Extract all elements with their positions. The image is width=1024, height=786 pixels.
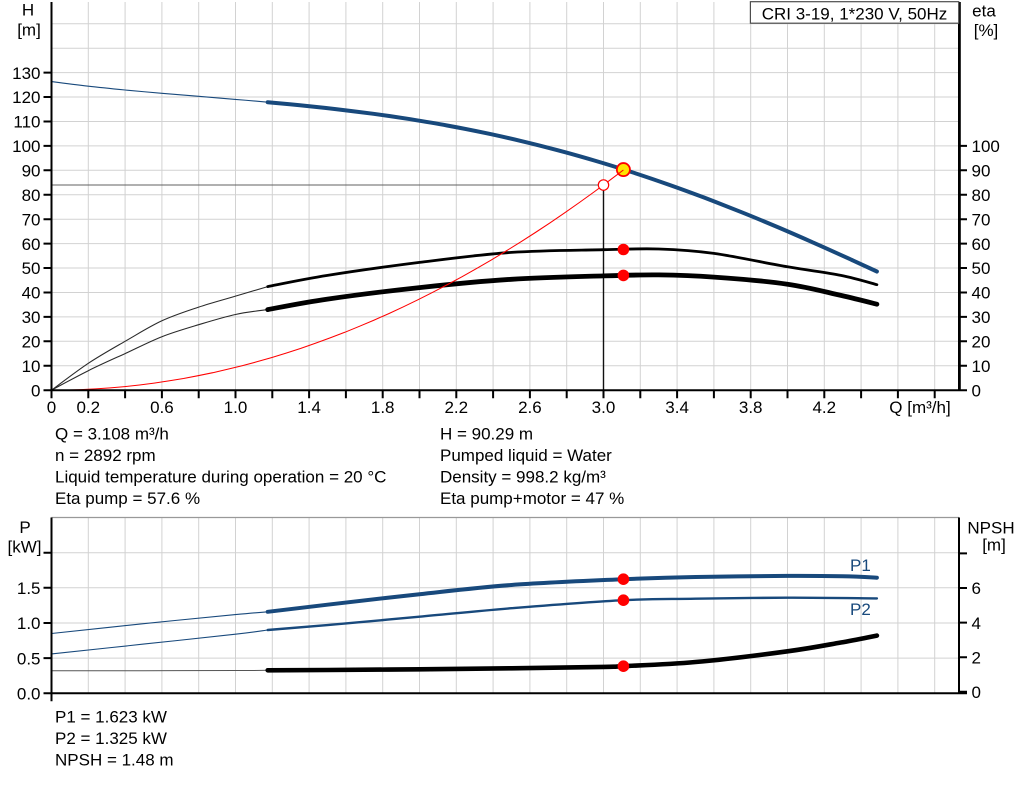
svg-text:40: 40 — [972, 284, 991, 303]
svg-text:Pumped liquid = Water: Pumped liquid = Water — [440, 446, 612, 465]
svg-text:P: P — [19, 518, 30, 537]
svg-text:110: 110 — [13, 113, 40, 132]
svg-text:0: 0 — [47, 398, 56, 417]
svg-text:30: 30 — [972, 308, 991, 327]
svg-text:0.2: 0.2 — [76, 398, 100, 417]
svg-text:Density = 998.2 kg/m³: Density = 998.2 kg/m³ — [440, 468, 606, 487]
svg-text:[kW]: [kW] — [8, 538, 42, 557]
svg-text:60: 60 — [972, 235, 991, 254]
svg-text:H = 90.29 m: H = 90.29 m — [440, 424, 533, 443]
svg-text:0.5: 0.5 — [17, 649, 41, 668]
svg-text:20: 20 — [972, 333, 991, 352]
svg-text:3.4: 3.4 — [665, 398, 689, 417]
svg-text:100: 100 — [972, 137, 1000, 156]
svg-text:n = 2892 rpm: n = 2892 rpm — [55, 446, 156, 465]
svg-text:10: 10 — [22, 357, 41, 376]
svg-text:0: 0 — [31, 381, 40, 400]
svg-text:1.4: 1.4 — [297, 398, 321, 417]
svg-text:100: 100 — [12, 137, 40, 156]
svg-text:4.2: 4.2 — [812, 398, 836, 417]
svg-text:20: 20 — [22, 333, 41, 352]
svg-text:Liquid temperature during oper: Liquid temperature during operation = 20… — [55, 468, 386, 487]
svg-text:80: 80 — [22, 186, 41, 205]
svg-text:4: 4 — [972, 614, 981, 633]
svg-text:90: 90 — [972, 162, 991, 181]
svg-text:40: 40 — [22, 284, 41, 303]
svg-text:0.6: 0.6 — [150, 398, 174, 417]
svg-text:[%]: [%] — [974, 21, 999, 40]
svg-text:NPSH = 1.48 m: NPSH = 1.48 m — [55, 751, 174, 770]
svg-text:70: 70 — [972, 210, 991, 229]
svg-text:80: 80 — [972, 186, 991, 205]
svg-text:0: 0 — [972, 381, 981, 400]
svg-text:0: 0 — [972, 683, 981, 702]
svg-text:2: 2 — [972, 648, 981, 667]
svg-text:50: 50 — [22, 259, 41, 278]
svg-text:120: 120 — [12, 88, 40, 107]
svg-text:1.0: 1.0 — [224, 398, 248, 417]
svg-text:Q = 3.108 m³/h: Q = 3.108 m³/h — [55, 424, 169, 443]
svg-text:2.6: 2.6 — [518, 398, 542, 417]
svg-text:6: 6 — [972, 579, 981, 598]
svg-text:[m]: [m] — [17, 20, 41, 39]
svg-text:1.8: 1.8 — [371, 398, 395, 417]
svg-text:3.8: 3.8 — [739, 398, 763, 417]
svg-text:P1: P1 — [850, 556, 871, 575]
svg-text:1.0: 1.0 — [17, 614, 41, 633]
svg-text:P2: P2 — [850, 600, 871, 619]
svg-text:30: 30 — [22, 308, 41, 327]
svg-text:0.0: 0.0 — [17, 685, 41, 704]
svg-text:P1 = 1.623 kW: P1 = 1.623 kW — [55, 707, 167, 726]
svg-text:Eta pump+motor = 47 %: Eta pump+motor = 47 % — [440, 489, 624, 508]
svg-text:eta: eta — [972, 1, 996, 20]
svg-text:Eta pump = 57.6 %: Eta pump = 57.6 % — [55, 489, 200, 508]
svg-text:1.5: 1.5 — [17, 579, 41, 598]
svg-text:70: 70 — [22, 210, 41, 229]
svg-text:50: 50 — [972, 259, 991, 278]
svg-text:NPSH: NPSH — [967, 518, 1014, 537]
svg-text:90: 90 — [22, 162, 41, 181]
svg-text:CRI 3-19, 1*230 V, 50Hz: CRI 3-19, 1*230 V, 50Hz — [762, 5, 948, 24]
svg-text:60: 60 — [22, 235, 41, 254]
svg-text:[m]: [m] — [982, 535, 1006, 554]
svg-text:3.0: 3.0 — [592, 398, 616, 417]
svg-text:H: H — [22, 0, 34, 19]
svg-text:Q [m³/h]: Q [m³/h] — [889, 398, 950, 417]
svg-text:2.2: 2.2 — [444, 398, 468, 417]
svg-text:P2 = 1.325 kW: P2 = 1.325 kW — [55, 729, 167, 748]
svg-text:130: 130 — [12, 64, 40, 83]
svg-text:10: 10 — [972, 357, 991, 376]
